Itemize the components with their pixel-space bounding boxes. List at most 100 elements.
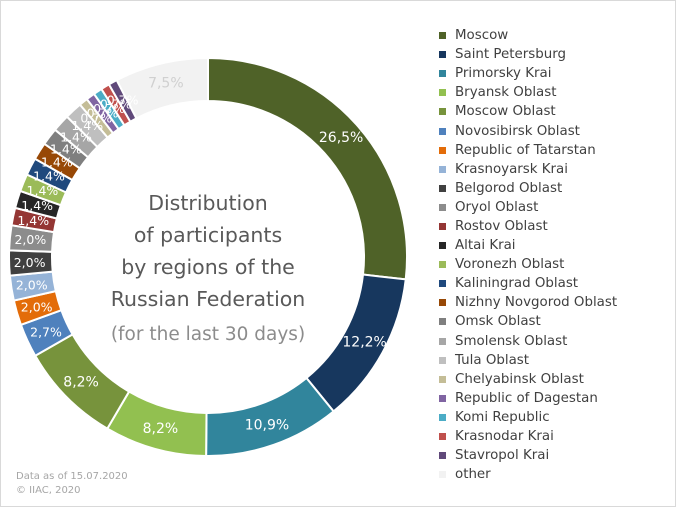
legend-item-moscow-oblast: Moscow Oblast xyxy=(439,102,675,121)
legend-item-rostov-oblast: Rostov Oblast xyxy=(439,217,675,236)
slice-label-omsk-oblast: 1,4% xyxy=(50,142,82,157)
legend-label: Novosibirsk Oblast xyxy=(455,123,580,139)
legend-item-oryol-oblast: Oryol Oblast xyxy=(439,198,675,217)
center-subtitle: (for the last 30 days) xyxy=(111,324,305,345)
legend-label: Moscow xyxy=(455,28,509,44)
slice-other xyxy=(115,56,209,120)
legend-item-smolensk-oblast: Smolensk Oblast xyxy=(439,332,675,351)
legend-item-omsk-oblast: Omsk Oblast xyxy=(439,312,675,331)
legend-label: Stavropol Krai xyxy=(455,448,550,464)
legend-label: Krasnoyarsk Krai xyxy=(455,161,568,177)
slice-label-bryansk-oblast: 8,2% xyxy=(143,421,179,437)
donut-slices xyxy=(8,56,408,458)
slice-label-rostov-oblast: 1,4% xyxy=(17,213,49,228)
legend-label: Komi Republic xyxy=(455,409,550,425)
legend-item-republic-of-dagestan: Republic of Dagestan xyxy=(439,389,675,408)
legend-label: Rostov Oblast xyxy=(455,218,548,234)
legend-label: Republic of Tatarstan xyxy=(455,142,596,158)
legend-label: Republic of Dagestan xyxy=(455,390,598,406)
slice-label-nizhny-novgorod-oblast: 1,4% xyxy=(41,155,73,170)
data-date-note: Data as of 15.07.2020 xyxy=(16,471,128,482)
legend-swatch xyxy=(439,337,446,345)
legend-label: Chelyabinsk Oblast xyxy=(455,371,584,387)
legend-swatch xyxy=(439,299,446,307)
legend-item-bryansk-oblast: Bryansk Oblast xyxy=(439,83,675,102)
slice-label-smolensk-oblast: 1,4% xyxy=(60,129,92,144)
slice-label-tula-oblast: 1,4% xyxy=(71,118,103,133)
legend-swatch xyxy=(439,413,446,421)
legend-swatch xyxy=(439,89,446,97)
legend-item-novosibirsk-oblast: Novosibirsk Oblast xyxy=(439,121,675,140)
legend-label: other xyxy=(455,467,491,483)
slice-label-moscow-oblast: 8,2% xyxy=(63,375,99,391)
legend-label: Moscow Oblast xyxy=(455,104,556,120)
legend: Moscow Saint Petersburg Primorsky Krai Brya… xyxy=(439,26,675,484)
legend-item-moscow: Moscow xyxy=(439,26,675,45)
legend-item-komi-republic: Komi Republic xyxy=(439,408,675,427)
slice-label-primorsky-krai: 10,9% xyxy=(245,417,289,433)
legend-swatch xyxy=(439,127,446,135)
slice-label-altai-krai: 1,4% xyxy=(21,198,53,213)
legend-swatch xyxy=(439,70,446,78)
legend-swatch xyxy=(439,222,446,230)
legend-item-tula-oblast: Tula Oblast xyxy=(439,351,675,370)
legend-label: Smolensk Oblast xyxy=(455,333,568,349)
legend-item-chelyabinsk-oblast: Chelyabinsk Oblast xyxy=(439,370,675,389)
legend-swatch xyxy=(439,318,446,326)
legend-item-stavropol-krai: Stavropol Krai xyxy=(439,446,675,465)
slice-label-stavropol-krai: 0,7% xyxy=(107,93,139,108)
legend-label: Altai Krai xyxy=(455,238,516,254)
slice-label-novosibirsk-oblast: 2,7% xyxy=(30,324,62,339)
legend-item-nizhny-novgorod-oblast: Nizhny Novgorod Oblast xyxy=(439,293,675,312)
legend-swatch xyxy=(439,356,446,364)
legend-swatch xyxy=(439,184,446,192)
legend-swatch xyxy=(439,375,446,383)
legend-item-other: other xyxy=(439,465,675,484)
legend-swatch xyxy=(439,433,446,441)
slice-label-belgorod-oblast: 2,0% xyxy=(14,255,46,270)
legend-label: Belgorod Oblast xyxy=(455,180,563,196)
slice-label-krasnodar-krai: 0,7% xyxy=(100,97,132,112)
center-title-line-1: Distribution xyxy=(148,191,268,215)
legend-label: Voronezh Oblast xyxy=(455,257,565,273)
slice-label-krasnoyarsk-krai: 2,0% xyxy=(16,277,48,292)
center-title-line-2: of participants xyxy=(134,223,282,247)
slice-label-kaliningrad-oblast: 1,4% xyxy=(33,168,65,183)
legend-label: Oryol Oblast xyxy=(455,199,539,215)
slice-label-republic-of-tatarstan: 2,0% xyxy=(21,300,53,315)
legend-swatch xyxy=(439,242,446,250)
slice-label-saint-petersburg: 12,2% xyxy=(342,335,386,351)
slice-labels: 26,5% 12,2% 10,9% 8,2% 8,2% 2,7% 2,0% 2,0% 2,0% 2… xyxy=(14,76,387,437)
slice-label-other: 7,5% xyxy=(148,76,184,92)
legend-swatch xyxy=(439,261,446,269)
footnote: Data as of 15.07.2020 © IIAC, 2020 xyxy=(16,470,128,498)
center-title-line-4: Russian Federation xyxy=(111,287,306,311)
legend-swatch xyxy=(439,203,446,211)
legend-item-voronezh-oblast: Voronezh Oblast xyxy=(439,255,675,274)
slice-label-moscow: 26,5% xyxy=(319,130,363,146)
slice-label-oryol-oblast: 2,0% xyxy=(14,232,46,247)
legend-label: Kaliningrad Oblast xyxy=(455,276,579,292)
legend-item-krasnodar-krai: Krasnodar Krai xyxy=(439,427,675,446)
slice-label-komi-republic: 0,7% xyxy=(93,101,125,116)
legend-swatch xyxy=(439,394,446,402)
legend-label: Primorsky Krai xyxy=(455,66,552,82)
legend-label: Saint Petersburg xyxy=(455,47,566,63)
legend-item-primorsky-krai: Primorsky Krai xyxy=(439,64,675,83)
legend-item-belgorod-oblast: Belgorod Oblast xyxy=(439,179,675,198)
legend-item-kaliningrad-oblast: Kaliningrad Oblast xyxy=(439,274,675,293)
legend-label: Nizhny Novgorod Oblast xyxy=(455,295,618,311)
legend-label: Tula Oblast xyxy=(455,352,530,368)
legend-item-altai-krai: Altai Krai xyxy=(439,236,675,255)
legend-swatch xyxy=(439,51,446,59)
legend-label: Bryansk Oblast xyxy=(455,85,557,101)
legend-swatch xyxy=(439,32,446,40)
legend-swatch xyxy=(439,452,446,460)
center-title-line-3: by regions of the xyxy=(121,255,295,279)
slice-label-chelyabinsk-oblast: 0,7% xyxy=(80,110,112,125)
legend-item-republic-of-tatarstan: Republic of Tatarstan xyxy=(439,141,675,160)
legend-label: Krasnodar Krai xyxy=(455,429,554,445)
legend-swatch xyxy=(439,108,446,116)
